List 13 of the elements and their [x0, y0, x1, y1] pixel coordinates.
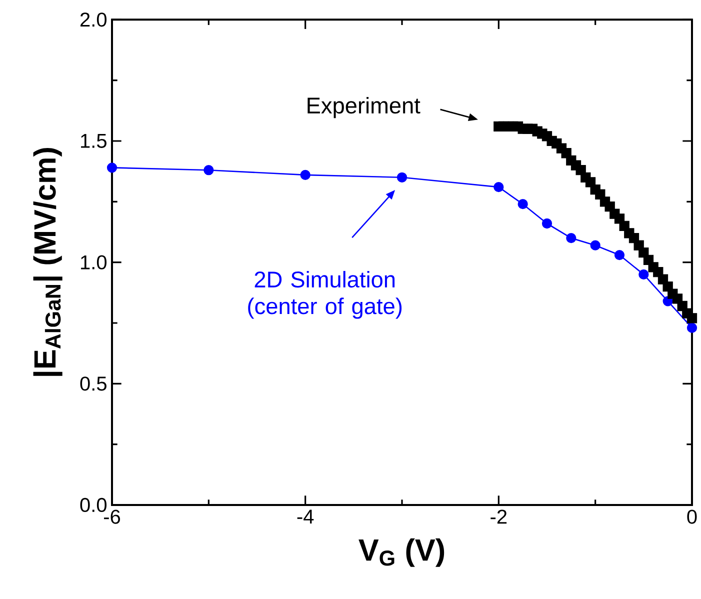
x-tick-label: 0: [687, 510, 697, 524]
y-tick-label: 1.5: [81, 134, 106, 148]
y-tick-label: 2.0: [80, 12, 106, 27]
y-axis-title: |E$_{AlGaN}$| (MV/cm): [33, 148, 62, 376]
x-tick-label: -2: [490, 510, 507, 524]
y-tick-label: 0.5: [80, 376, 106, 391]
y-tick-label: 1.0: [81, 255, 106, 270]
x-axis-title: V$_{G}$ (V): [358, 538, 444, 567]
annotation: Experiment: [308, 96, 420, 118]
x-tick-label: -6: [104, 510, 120, 524]
annotation: 2D Simulation (center of gate): [248, 270, 402, 319]
x-tick-label: -4: [297, 510, 314, 524]
y-tick-label: 0.0: [80, 498, 106, 512]
